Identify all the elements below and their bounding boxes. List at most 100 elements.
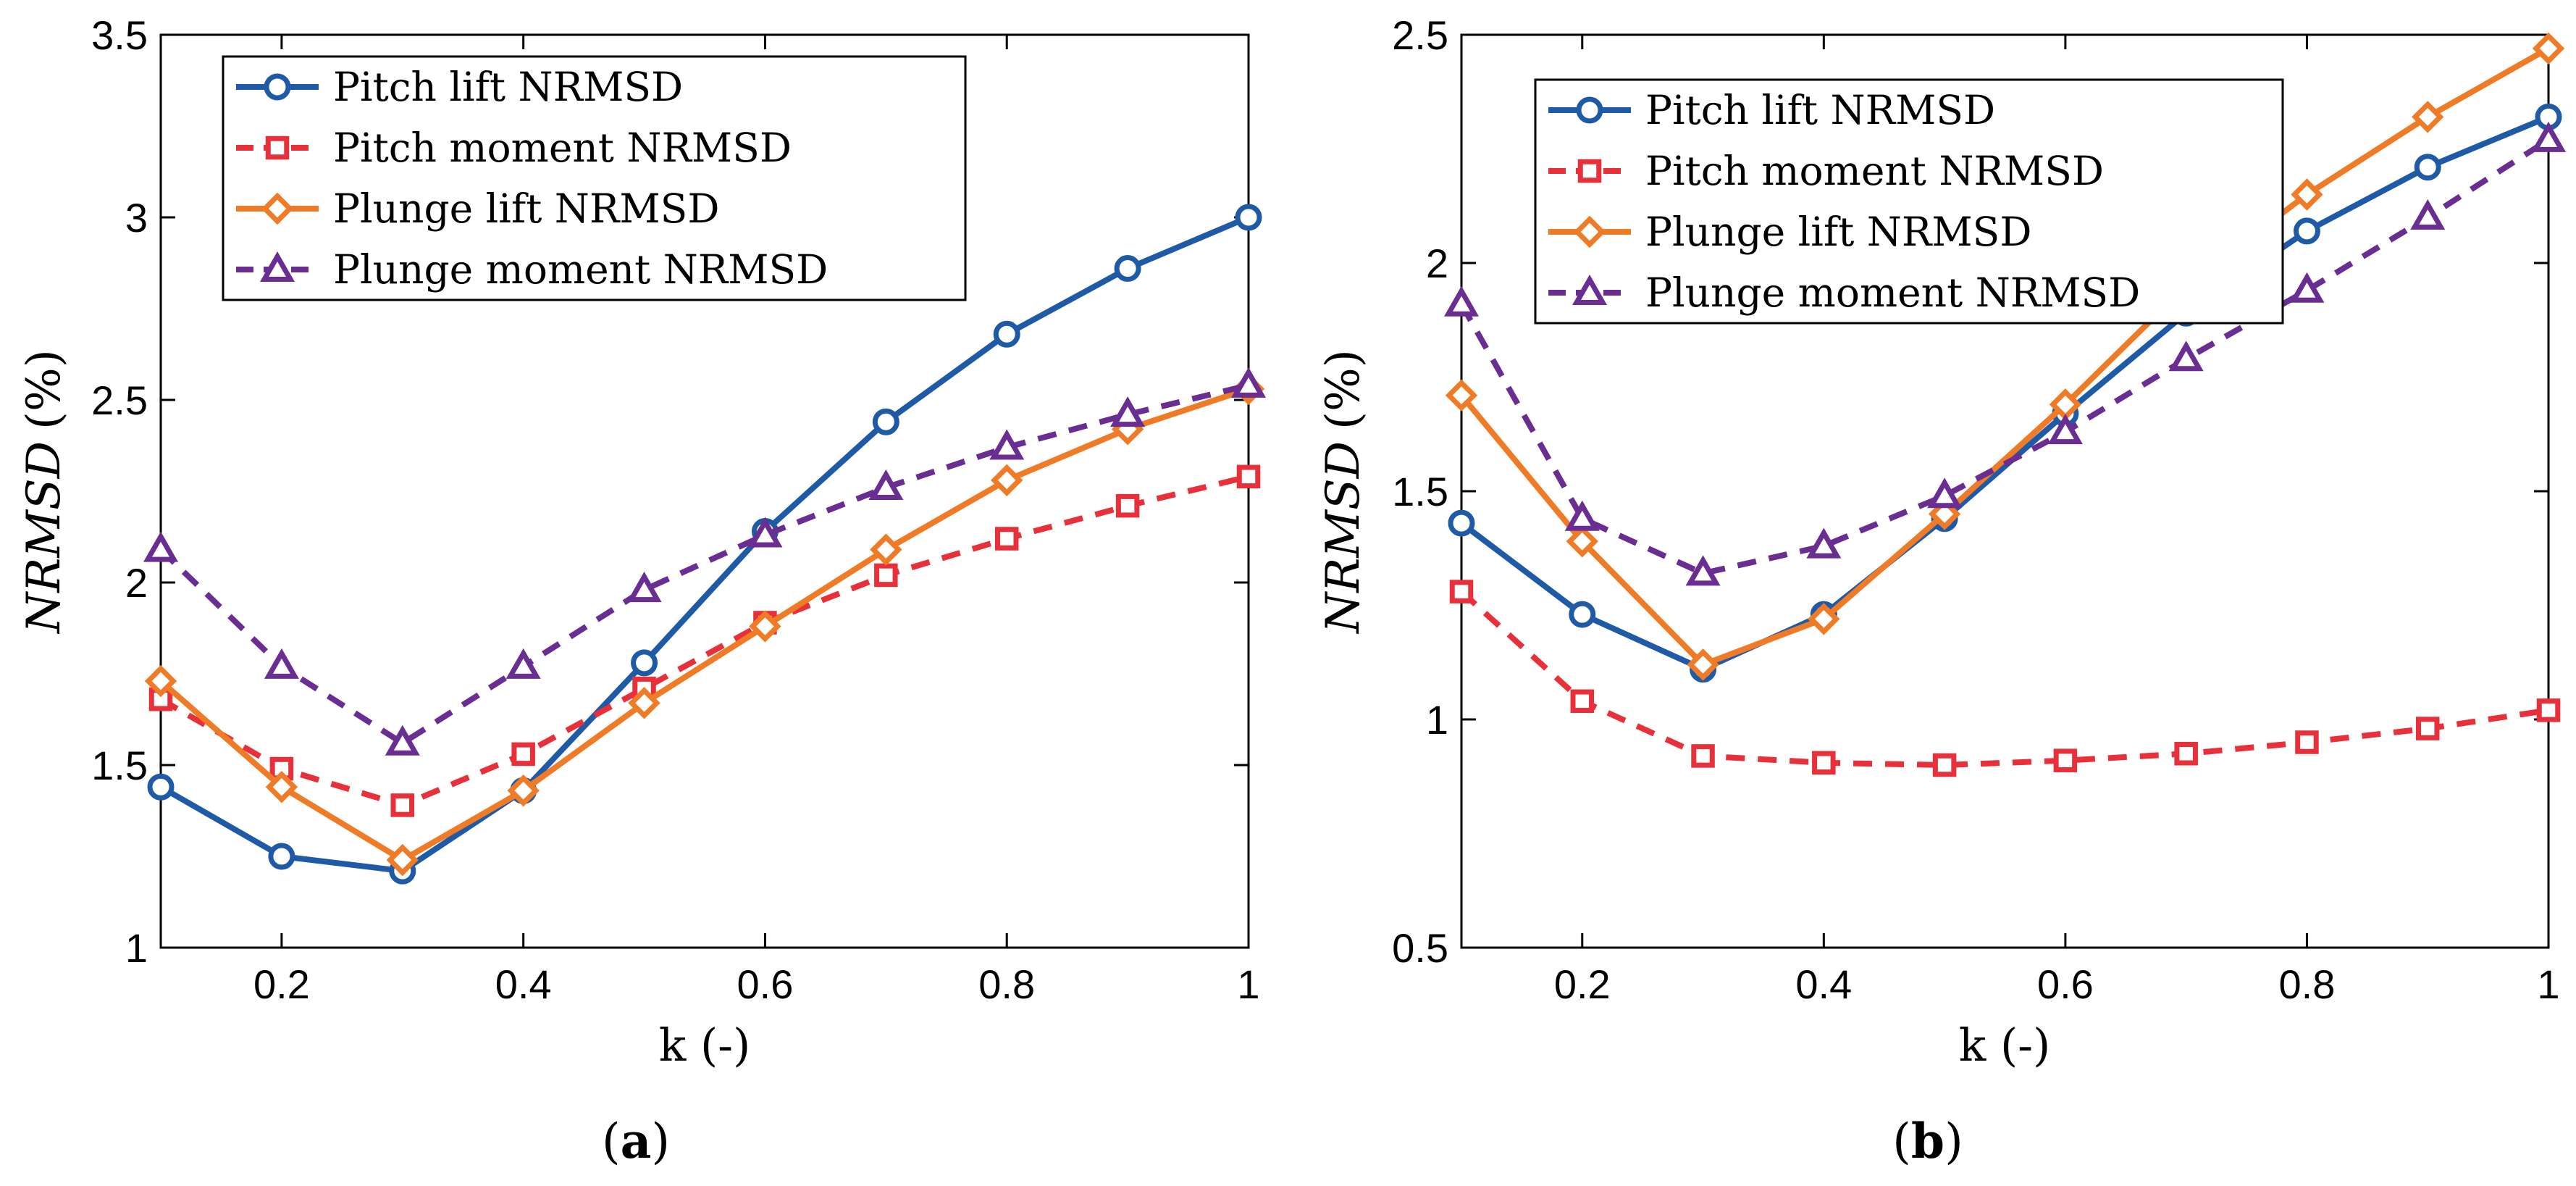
legend-label: Pitch lift NRMSD <box>1645 87 1995 133</box>
data-point <box>994 527 1019 551</box>
series-layer-b <box>1443 32 2567 777</box>
data-point <box>1448 509 1475 537</box>
legend-box-b <box>1534 78 2284 325</box>
plot-frame-a <box>159 33 1250 949</box>
data-point <box>2289 272 2325 303</box>
data-point <box>2291 178 2323 211</box>
legend-label: Pitch moment NRMSD <box>333 125 792 171</box>
data-point <box>1115 493 1140 518</box>
data-point <box>507 774 540 807</box>
data-point <box>1687 648 1719 681</box>
data-point <box>1449 580 1474 604</box>
x-axis-b: 0.2 0.4 0.6 0.8 1 <box>1554 35 2560 1007</box>
x-axis-label-b: k (-) <box>1959 1019 2051 1072</box>
series-plunge-moment-nrmsd <box>1443 121 2567 586</box>
legend-item: Plunge moment NRMSD <box>236 246 828 293</box>
x-tick-label: 1 <box>1237 961 1259 1007</box>
data-point <box>2053 748 2078 772</box>
data-point <box>2168 341 2204 372</box>
y-axis-label-unit-b: (%) <box>1317 349 1370 430</box>
legend-item: Pitch lift NRMSD <box>236 64 683 110</box>
data-point <box>2414 154 2441 181</box>
data-point <box>269 756 294 781</box>
data-point <box>1812 751 1836 775</box>
data-point <box>749 610 781 643</box>
data-point <box>265 771 298 803</box>
legend-marker <box>261 192 294 225</box>
data-point <box>993 320 1020 348</box>
legend-label: Plunge moment NRMSD <box>333 246 828 293</box>
legend-marker <box>1577 159 1602 183</box>
legend-marker <box>265 135 290 160</box>
data-point <box>989 429 1025 460</box>
data-point <box>626 572 662 603</box>
series-line <box>1459 137 2551 577</box>
x-axis-label-a: k (-) <box>659 1019 751 1072</box>
legend-label: Plunge lift NRMSD <box>333 185 719 232</box>
data-point <box>1110 396 1146 427</box>
x-tick-label: 0.2 <box>1554 961 1611 1007</box>
data-point <box>2412 101 2444 133</box>
y-tick-label: 2.5 <box>91 377 148 423</box>
series-line <box>1459 114 2550 672</box>
legend-a: Pitch lift NRMSD Pitch moment NRMSD Plunge… <box>222 55 967 301</box>
y-axis-a: 1 1.5 2 2.5 3 3.5 <box>91 12 1249 971</box>
legend-item: Plunge lift NRMSD <box>236 185 719 232</box>
y-axis-label-unit-a: (%) <box>17 349 71 430</box>
legend-item: Plunge lift NRMSD <box>1548 209 2031 255</box>
data-point <box>2530 121 2567 152</box>
caption-letter-a: a <box>621 1113 652 1169</box>
data-point <box>2174 742 2198 766</box>
data-point <box>147 773 175 801</box>
data-point <box>1806 527 1842 559</box>
series-line <box>159 386 1250 864</box>
data-point <box>1564 500 1600 531</box>
data-point <box>2047 414 2083 445</box>
legend-marker <box>1572 274 1608 305</box>
caption-letter-b: b <box>1911 1113 1944 1169</box>
data-point <box>1927 477 1963 509</box>
y-tick-label: 2 <box>1426 241 1448 286</box>
legend-item: Plunge moment NRMSD <box>1548 270 2140 316</box>
x-tick-label: 0.8 <box>978 961 1035 1007</box>
y-axis-label-var-b: NRMSD <box>1317 441 1370 635</box>
data-point <box>631 649 658 677</box>
data-point <box>511 742 535 767</box>
chart-panel-a: 0.2 0.4 0.6 0.8 1 1 1.5 2 2.5 3 3.5 k (-) NRMSD (%… <box>17 12 1267 1169</box>
legend-label: Plunge lift NRMSD <box>1645 209 2031 255</box>
data-point <box>390 793 415 817</box>
data-point <box>1566 525 1598 558</box>
data-point <box>2532 32 2565 65</box>
y-tick-label: 1 <box>125 925 148 971</box>
y-tick-label: 3.5 <box>91 12 148 58</box>
data-point <box>2415 717 2440 740</box>
data-point <box>268 843 295 870</box>
series-line <box>1459 46 2550 668</box>
data-point <box>628 687 660 719</box>
data-point <box>1808 603 1840 635</box>
chart-panel-b: 0.2 0.4 0.6 0.8 1 0.5 1 1.5 2 2.5 k (-) NRMSD (%)… <box>1317 12 2567 1169</box>
y-axis-b: 0.5 1 1.5 2 2.5 <box>1392 12 2548 971</box>
legend-marker <box>264 73 291 101</box>
x-tick-label: 0.6 <box>2037 961 2094 1007</box>
data-point <box>874 563 898 588</box>
data-point <box>1570 689 1595 714</box>
y-axis-label-b: NRMSD (%) <box>1317 349 1370 635</box>
data-point <box>1443 285 1480 317</box>
y-tick-label: 3 <box>125 195 148 241</box>
data-point <box>1685 555 1721 586</box>
data-point <box>2536 698 2561 722</box>
x-tick-label: 0.2 <box>253 961 310 1007</box>
data-point <box>144 664 177 698</box>
x-tick-label: 0.4 <box>1795 961 1852 1007</box>
data-point <box>1445 379 1478 412</box>
legend-item: Pitch moment NRMSD <box>1548 148 2104 194</box>
y-tick-label: 2.5 <box>1392 12 1448 58</box>
legend-b: Pitch lift NRMSD Pitch moment NRMSD Plunge… <box>1534 78 2284 325</box>
series-plunge-lift-nrmsd <box>144 372 1265 877</box>
legend-marker <box>259 251 295 282</box>
data-point <box>264 648 299 679</box>
legend-box-a <box>222 55 967 301</box>
x-tick-label: 0.4 <box>495 961 552 1007</box>
series-layer-a <box>143 204 1267 885</box>
